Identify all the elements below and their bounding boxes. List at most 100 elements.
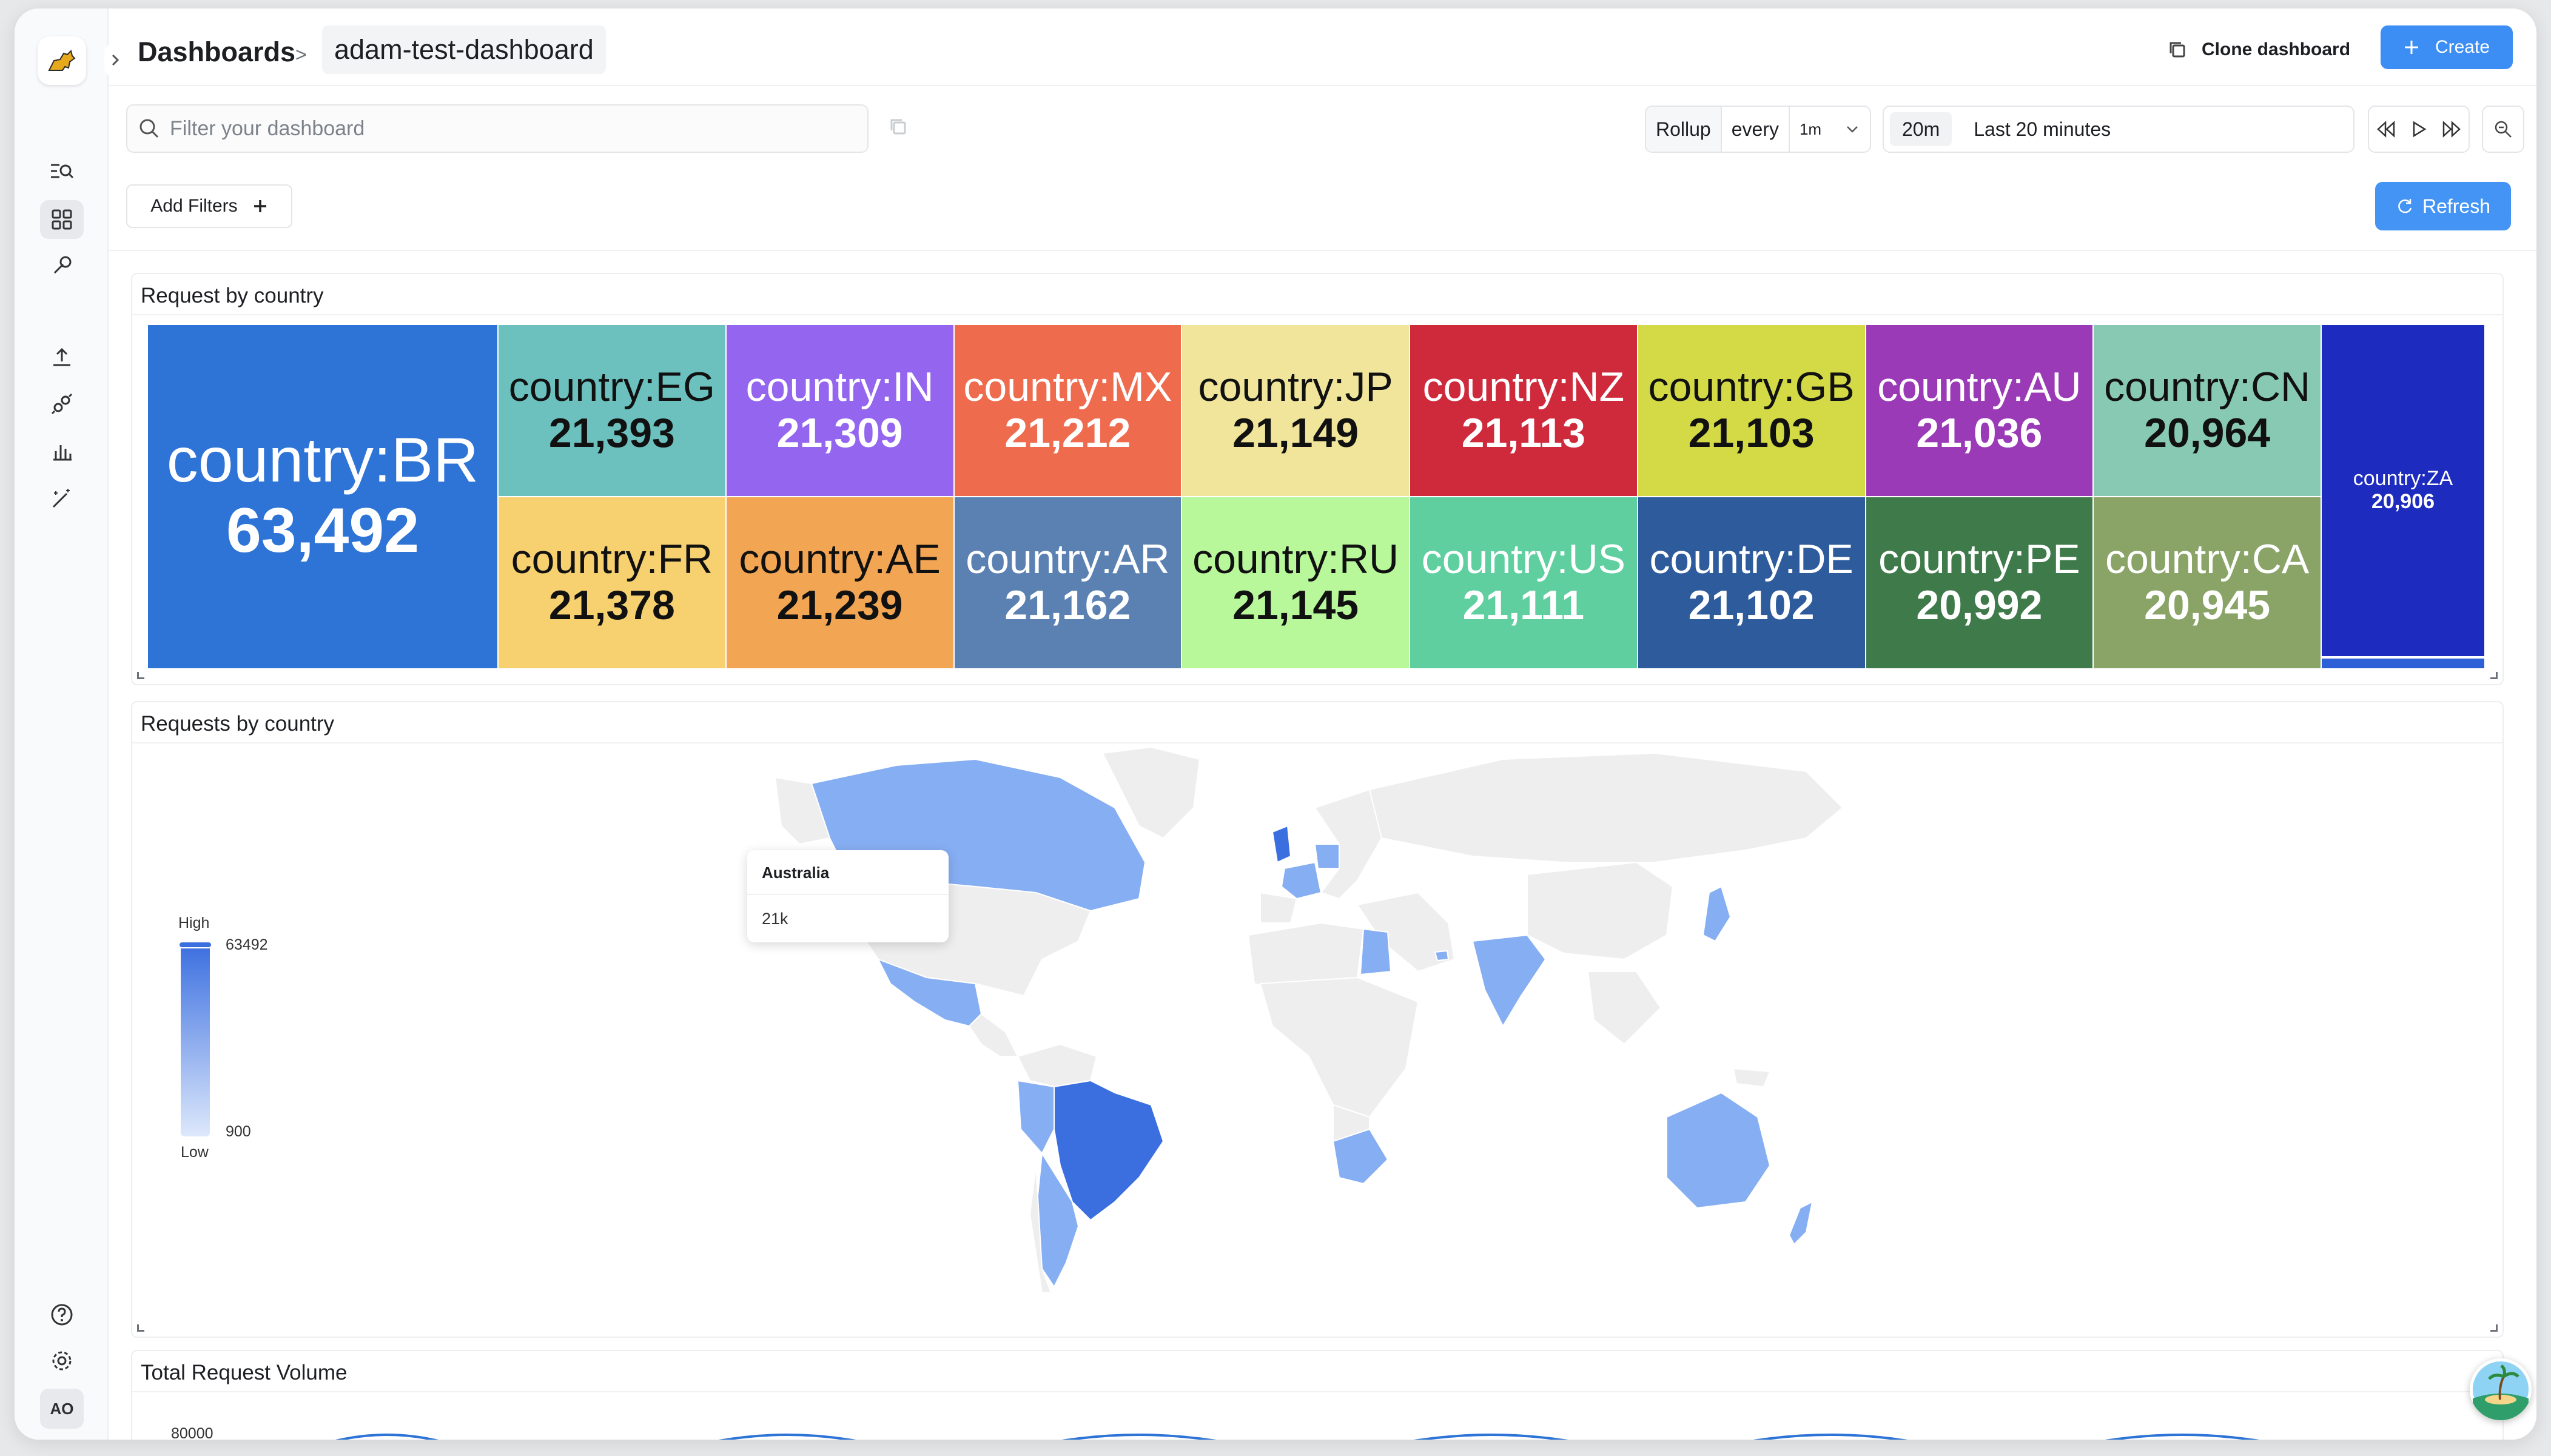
map-region-central-africa[interactable]	[1259, 976, 1419, 1118]
map-region-southern-africa[interactable]	[1333, 1104, 1370, 1142]
map-region-japan[interactable]	[1702, 885, 1732, 942]
time-range-picker[interactable]: 20m Last 20 minutes	[1883, 106, 2354, 153]
rollup-control: Rollup every 1m	[1645, 106, 1872, 153]
map-region-alaska[interactable]	[775, 776, 831, 845]
dashboard-name-field[interactable]: adam-test-dashboard	[322, 25, 606, 74]
treemap-tile-key: country:FR	[511, 535, 713, 582]
copy-query-button[interactable]	[888, 116, 909, 140]
treemap-tile-eg[interactable]: country:EG 21,393	[499, 325, 725, 496]
treemap-tile-key: country:AU	[1877, 363, 2082, 410]
nav-dev-tools[interactable]	[40, 246, 84, 285]
map-panel: Requests by country High 63492 900 Low	[131, 701, 2504, 1338]
map-region-uae[interactable]	[1434, 950, 1450, 962]
treemap-tile-fr[interactable]: country:FR 21,378	[499, 497, 725, 668]
assistant-avatar-button[interactable]	[2470, 1358, 2532, 1420]
legend-high-label: High	[178, 914, 210, 931]
treemap-tile-us[interactable]: country:US 21,111	[1410, 497, 1637, 668]
map-region-brazil[interactable]	[1054, 1079, 1165, 1221]
nav-integrations[interactable]	[40, 384, 84, 423]
toolbar-divider	[109, 250, 2536, 251]
map-region-germany[interactable]	[1314, 844, 1340, 869]
time-range-short: 20m	[1890, 112, 1952, 146]
treemap-tile-ae[interactable]: country:AE 21,239	[726, 497, 953, 668]
panel-title: Request by country	[141, 284, 324, 307]
nav-logs-search[interactable]	[40, 153, 84, 192]
app-logo[interactable]	[38, 36, 86, 85]
map-region-new-zealand[interactable]	[1788, 1201, 1813, 1246]
rewind-icon[interactable]	[2376, 120, 2396, 138]
treemap-tile-de[interactable]: country:DE 21,102	[1638, 497, 1865, 668]
map-region-russia[interactable]	[1368, 752, 1844, 863]
app-window: AO Dashboards > adam-test-dashboard Clon…	[15, 8, 2536, 1440]
nav-charts[interactable]	[40, 432, 84, 471]
map-region-colombia-venezuela[interactable]	[1017, 1043, 1098, 1088]
map-region-chile[interactable]	[1029, 1165, 1052, 1293]
treemap-tile-br[interactable]: country:BR 63,492	[148, 325, 497, 668]
map-region-se-asia[interactable]	[1587, 971, 1662, 1045]
chevron-down-icon	[1847, 126, 1858, 133]
sidebar-expand-toggle[interactable]	[104, 45, 126, 75]
map-region-spain[interactable]	[1260, 891, 1298, 924]
add-filters-button[interactable]: Add Filters	[126, 184, 292, 228]
map-region-france[interactable]	[1280, 861, 1322, 900]
legend-gradient	[181, 944, 210, 1136]
treemap-tile-value: 20,945	[2144, 582, 2271, 629]
nav-settings[interactable]	[40, 1341, 84, 1380]
rollup-interval-select[interactable]: 1m	[1788, 107, 1870, 152]
treemap-tile-au[interactable]: country:AU 21,036	[1866, 325, 2093, 496]
map-region-papua[interactable]	[1732, 1067, 1771, 1088]
treemap-tile-value: 21,162	[1004, 582, 1131, 629]
treemap-tile-value: 20,964	[2144, 410, 2271, 457]
panel-divider	[132, 1391, 2502, 1392]
clone-dashboard-button[interactable]: Clone dashboard	[2168, 30, 2350, 69]
treemap-tile-ca[interactable]: country:CA 20,945	[2094, 497, 2321, 668]
map-region-china[interactable]	[1527, 861, 1674, 961]
resize-handle[interactable]	[137, 1324, 144, 1332]
map-region-central-america[interactable]	[968, 1013, 1019, 1057]
y-axis-tick: 80000	[171, 1425, 213, 1440]
rollup-interval-value: 1m	[1799, 119, 1822, 138]
legend-handle[interactable]	[178, 941, 212, 948]
user-avatar[interactable]: AO	[40, 1389, 84, 1429]
map-region-india[interactable]	[1471, 934, 1547, 1028]
treemap-tile-gb[interactable]: country:GB 21,103	[1638, 325, 1865, 496]
fast-forward-icon[interactable]	[2441, 120, 2462, 138]
map-region-greenland[interactable]	[1101, 746, 1201, 839]
search-input[interactable]	[170, 116, 837, 141]
treemap-tile-value: 21,111	[1462, 582, 1585, 629]
breadcrumb-dashboards[interactable]: Dashboards	[138, 36, 296, 67]
nav-magic[interactable]	[40, 479, 84, 518]
treemap-tile-nz[interactable]: country:NZ 21,113	[1410, 325, 1637, 496]
logs-search-icon	[51, 164, 74, 179]
resize-handle[interactable]	[137, 672, 144, 679]
nav-dashboards[interactable]	[40, 200, 84, 239]
resize-handle[interactable]	[2490, 1324, 2498, 1332]
map-region-egypt[interactable]	[1359, 928, 1392, 976]
treemap-tile-pe[interactable]: country:PE 20,992	[1866, 497, 2093, 668]
treemap-tile-other[interactable]	[2322, 659, 2484, 668]
map-region-gb[interactable]	[1271, 825, 1292, 864]
treemap-tile-cn[interactable]: country:CN 20,964	[2094, 325, 2321, 496]
resize-handle[interactable]	[2490, 672, 2498, 679]
treemap-tile-jp[interactable]: country:JP 21,149	[1182, 325, 1409, 496]
chevron-right-icon	[112, 54, 119, 66]
sidebar: AO	[15, 8, 126, 1440]
treemap-tile-ru[interactable]: country:RU 21,145	[1182, 497, 1409, 668]
create-button[interactable]: Create	[2381, 25, 2513, 69]
map-region-australia[interactable]	[1666, 1092, 1771, 1209]
dashboard-filter-search[interactable]	[126, 104, 869, 153]
treemap-tile-mx[interactable]: country:MX 21,212	[954, 325, 1181, 496]
world-map	[775, 746, 1844, 1293]
treemap-tile-za[interactable]: country:ZA 20,906	[2322, 325, 2484, 656]
treemap-tile-in[interactable]: country:IN 21,309	[726, 325, 953, 496]
nav-help[interactable]	[40, 1295, 84, 1334]
play-icon[interactable]	[2410, 120, 2427, 138]
panel-title: Requests by country	[141, 712, 335, 736]
map-region-peru[interactable]	[1017, 1079, 1055, 1155]
zoom-out-button[interactable]	[2482, 106, 2524, 153]
treemap-tile-ar[interactable]: country:AR 21,162	[954, 497, 1181, 668]
tooltip-value: 21k	[762, 910, 788, 928]
nav-upload[interactable]	[40, 338, 84, 377]
refresh-button[interactable]: Refresh	[2375, 182, 2511, 230]
plus-icon	[254, 200, 266, 212]
